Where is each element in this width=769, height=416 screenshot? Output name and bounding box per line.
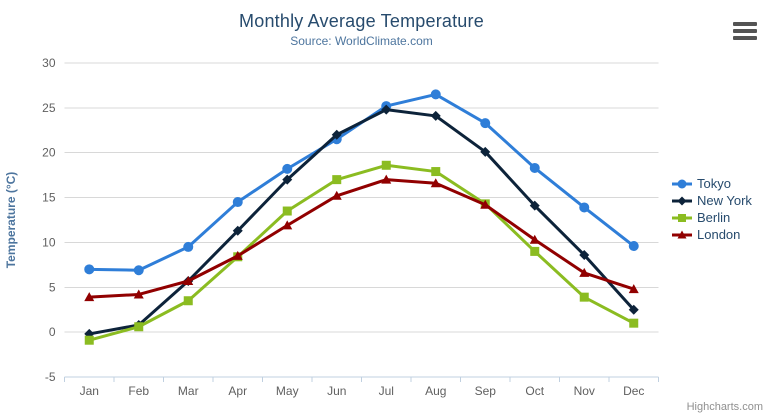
x-axis-label: Feb [128,384,149,398]
hamburger-icon [733,36,757,40]
marker-london-feb[interactable] [133,289,144,299]
series-line-london [87,178,636,299]
legend-label-london: London [697,227,741,242]
series-line-new-york [87,108,636,336]
marker-berlin-jun[interactable] [332,175,342,185]
credits-link[interactable]: Highcharts.com [686,401,763,413]
x-axis-label: Jul [379,384,394,398]
y-axis-label: 30 [42,56,56,70]
legend-item-new-york[interactable]: New York [672,192,752,209]
x-axis-label: Dec [623,384,644,398]
legend-symbol-berlin [678,213,686,222]
legend-symbol-tokyo [677,179,687,188]
marker-new-york-sep[interactable] [480,146,491,157]
x-axis-label: Nov [574,384,595,398]
legend-marker-tokyo [672,179,692,188]
series-london [84,174,639,302]
marker-tokyo-may[interactable] [282,163,293,174]
marker-london-jul[interactable] [381,174,392,184]
hamburger-icon [733,29,757,33]
marker-tokyo-nov[interactable] [579,202,590,213]
marker-new-york-aug[interactable] [430,110,441,121]
marker-london-aug[interactable] [430,178,441,188]
marker-tokyo-aug[interactable] [430,89,441,100]
x-axis-label: May [276,384,299,398]
y-axis-title: Temperature (°C) [4,172,18,269]
marker-tokyo-apr[interactable] [232,197,243,208]
marker-berlin-aug[interactable] [431,167,441,177]
marker-london-mar[interactable] [183,276,194,286]
y-axis-label: 0 [49,325,56,339]
marker-london-may[interactable] [282,220,293,230]
y-axis-label: 20 [42,146,56,160]
x-axis-label: Jan [80,384,99,398]
marker-london-jun[interactable] [331,190,342,200]
marker-berlin-may[interactable] [282,206,292,216]
x-axis-label: Jun [327,384,346,398]
marker-new-york-nov[interactable] [579,249,590,260]
marker-berlin-jul[interactable] [381,160,391,170]
marker-new-york-oct[interactable] [529,200,540,211]
x-axis-label: Oct [525,384,544,398]
marker-new-york-dec[interactable] [628,304,639,315]
x-axis-label: Sep [475,384,497,398]
chart-title: Monthly Average Temperature [239,11,484,31]
marker-tokyo-feb[interactable] [133,265,144,276]
marker-berlin-nov[interactable] [579,292,589,302]
marker-london-dec[interactable] [628,284,639,294]
x-axis-label: Mar [178,384,199,398]
legend-symbol-new-york [677,196,687,205]
legend-label-tokyo: Tokyo [697,176,731,191]
legend-symbol-london [677,230,687,238]
marker-tokyo-sep[interactable] [480,118,491,129]
y-axis-label: -5 [45,370,56,384]
marker-london-nov[interactable] [579,267,590,277]
marker-berlin-feb[interactable] [134,322,144,332]
marker-new-york-apr[interactable] [232,225,243,236]
marker-new-york-jun[interactable] [331,129,342,140]
y-axis-label: 15 [42,191,56,205]
marker-berlin-dec[interactable] [629,318,639,328]
marker-new-york-may[interactable] [282,174,293,185]
marker-berlin-jan[interactable] [84,335,94,345]
legend-label-berlin: Berlin [697,210,731,225]
series-new-york [84,104,639,339]
marker-london-sep[interactable] [480,199,491,209]
marker-tokyo-oct[interactable] [529,162,540,173]
legend-item-berlin[interactable]: Berlin [672,209,752,226]
series-tokyo [84,89,639,276]
export-menu-button[interactable] [733,22,757,40]
marker-tokyo-jan[interactable] [84,264,95,275]
marker-tokyo-mar[interactable] [183,241,194,252]
legend-item-tokyo[interactable]: Tokyo [672,175,752,192]
y-axis-label: 25 [42,101,56,115]
chart-subtitle: Source: WorldClimate.com [290,34,433,48]
y-axis-label: 10 [42,235,56,249]
x-axis-label: Apr [228,384,247,398]
hamburger-icon [733,22,757,26]
y-axis-label: 5 [49,280,56,294]
legend-marker-new-york [672,196,692,205]
marker-london-oct[interactable] [529,234,540,244]
x-axis-label: Aug [425,384,446,398]
series-line-berlin [87,163,636,342]
marker-tokyo-dec[interactable] [628,241,639,252]
marker-london-apr[interactable] [232,250,243,260]
marker-london-jan[interactable] [84,292,95,302]
marker-new-york-jul[interactable] [381,104,392,115]
marker-berlin-oct[interactable] [530,246,540,256]
marker-berlin-mar[interactable] [183,296,193,306]
legend-item-london[interactable]: London [672,226,752,243]
legend-label-new-york: New York [697,193,752,208]
legend-marker-london [672,230,692,238]
legend-marker-berlin [672,213,692,222]
legend: Tokyo New York Berlin London [672,175,752,243]
